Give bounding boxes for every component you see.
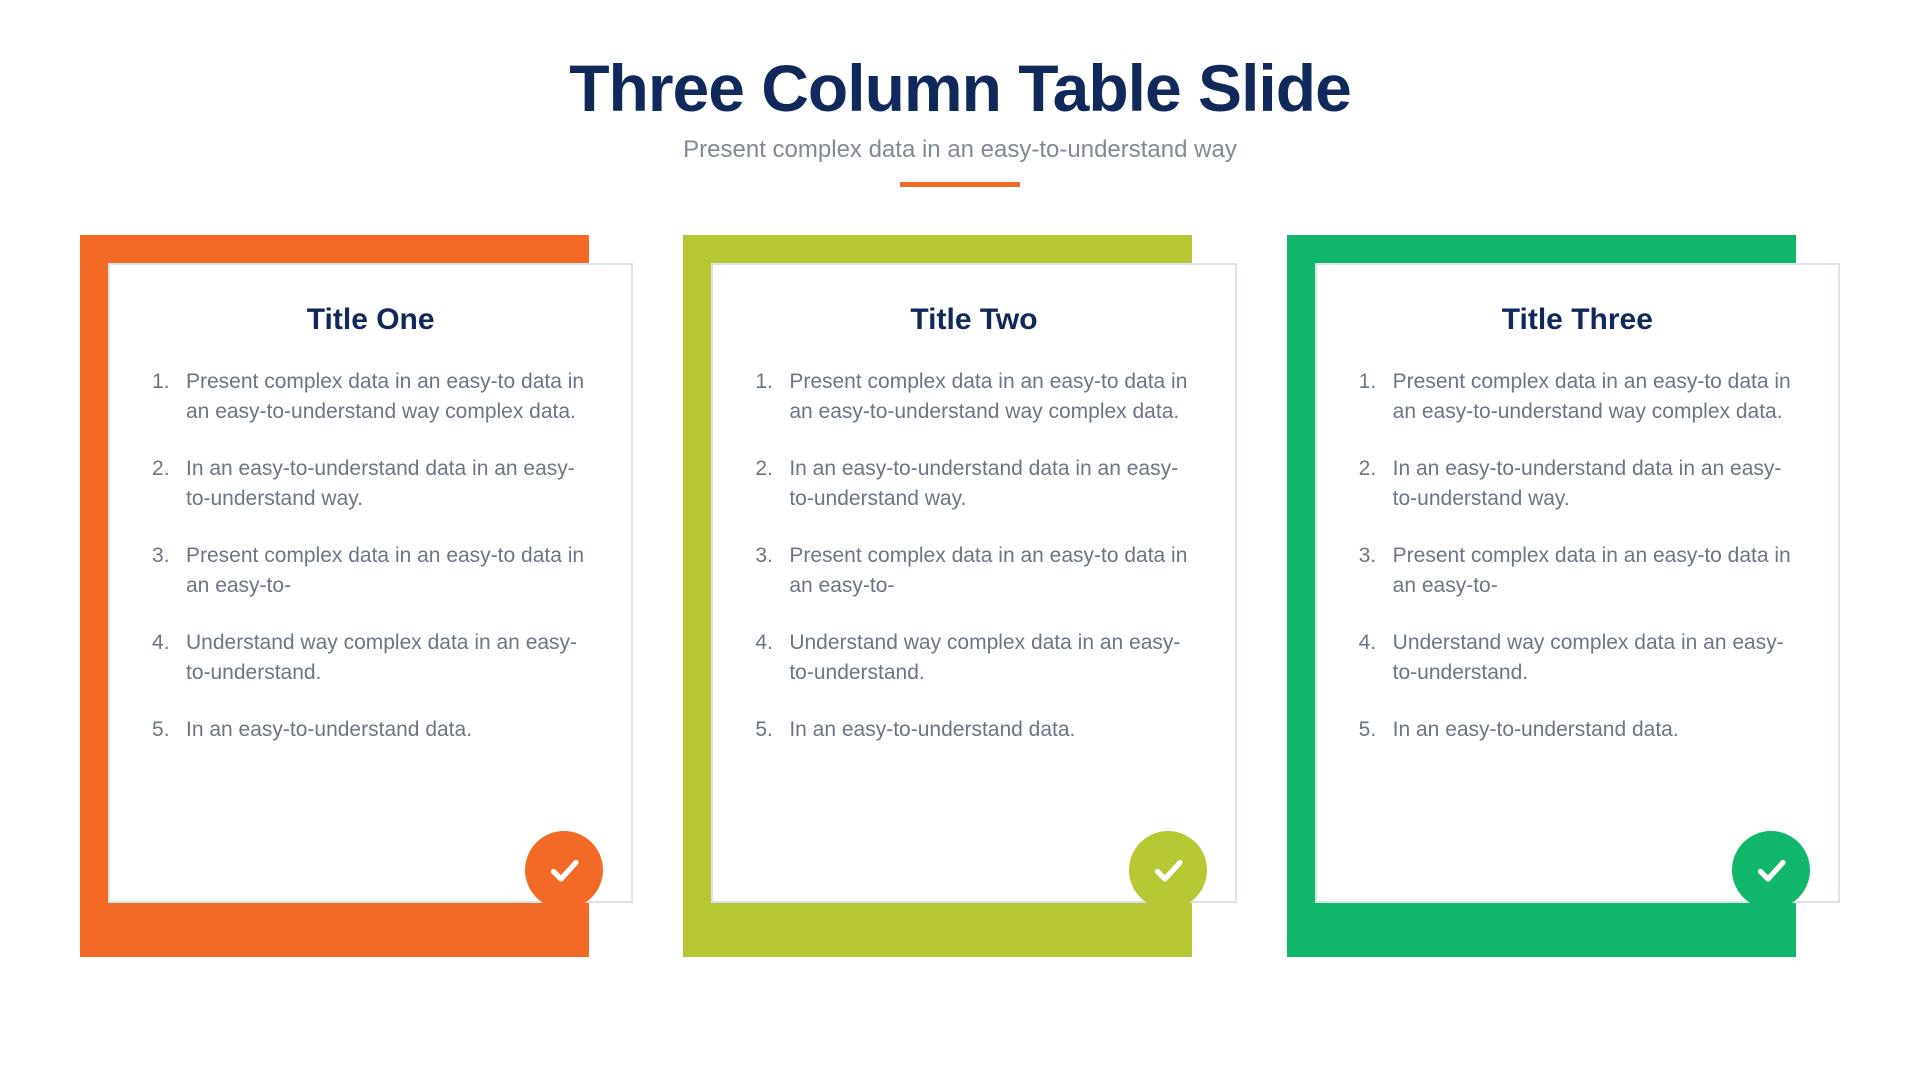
card-list: Present complex data in an easy-to data …: [152, 367, 589, 745]
list-item: In an easy-to-understand data.: [1359, 715, 1796, 745]
card: Title Three Present complex data in an ea…: [1315, 263, 1840, 903]
list-item: Present complex data in an easy-to data …: [1359, 367, 1796, 428]
list-item: Present complex data in an easy-to data …: [152, 367, 589, 428]
slide-title: Three Column Table Slide: [569, 50, 1351, 126]
check-icon: [1129, 831, 1207, 909]
slide: Three Column Table Slide Present complex…: [0, 0, 1920, 1080]
list-item: In an easy-to-understand data in an easy…: [152, 454, 589, 515]
card: Title One Present complex data in an easy…: [108, 263, 633, 903]
card-list: Present complex data in an easy-to data …: [1359, 367, 1796, 745]
column-card: Title One Present complex data in an easy…: [80, 235, 633, 1020]
column-card: Title Three Present complex data in an ea…: [1287, 235, 1840, 1020]
check-icon: [525, 831, 603, 909]
list-item: Understand way complex data in an easy-t…: [152, 628, 589, 689]
list-item: Understand way complex data in an easy-t…: [1359, 628, 1796, 689]
check-icon: [1732, 831, 1810, 909]
card-list: Present complex data in an easy-to data …: [755, 367, 1192, 745]
list-item: Present complex data in an easy-to data …: [152, 541, 589, 602]
list-item: Present complex data in an easy-to data …: [755, 541, 1192, 602]
title-divider: [900, 182, 1020, 187]
list-item: In an easy-to-understand data.: [755, 715, 1192, 745]
columns-container: Title One Present complex data in an easy…: [80, 235, 1840, 1020]
column-card: Title Two Present complex data in an easy…: [683, 235, 1236, 1020]
card: Title Two Present complex data in an easy…: [711, 263, 1236, 903]
card-title: Title Three: [1359, 303, 1796, 337]
list-item: In an easy-to-understand data in an easy…: [755, 454, 1192, 515]
card-title: Title One: [152, 303, 589, 337]
card-title: Title Two: [755, 303, 1192, 337]
header: Three Column Table Slide Present complex…: [569, 50, 1351, 187]
list-item: In an easy-to-understand data.: [152, 715, 589, 745]
list-item: In an easy-to-understand data in an easy…: [1359, 454, 1796, 515]
list-item: Present complex data in an easy-to data …: [1359, 541, 1796, 602]
list-item: Understand way complex data in an easy-t…: [755, 628, 1192, 689]
list-item: Present complex data in an easy-to data …: [755, 367, 1192, 428]
slide-subtitle: Present complex data in an easy-to-under…: [569, 136, 1351, 164]
